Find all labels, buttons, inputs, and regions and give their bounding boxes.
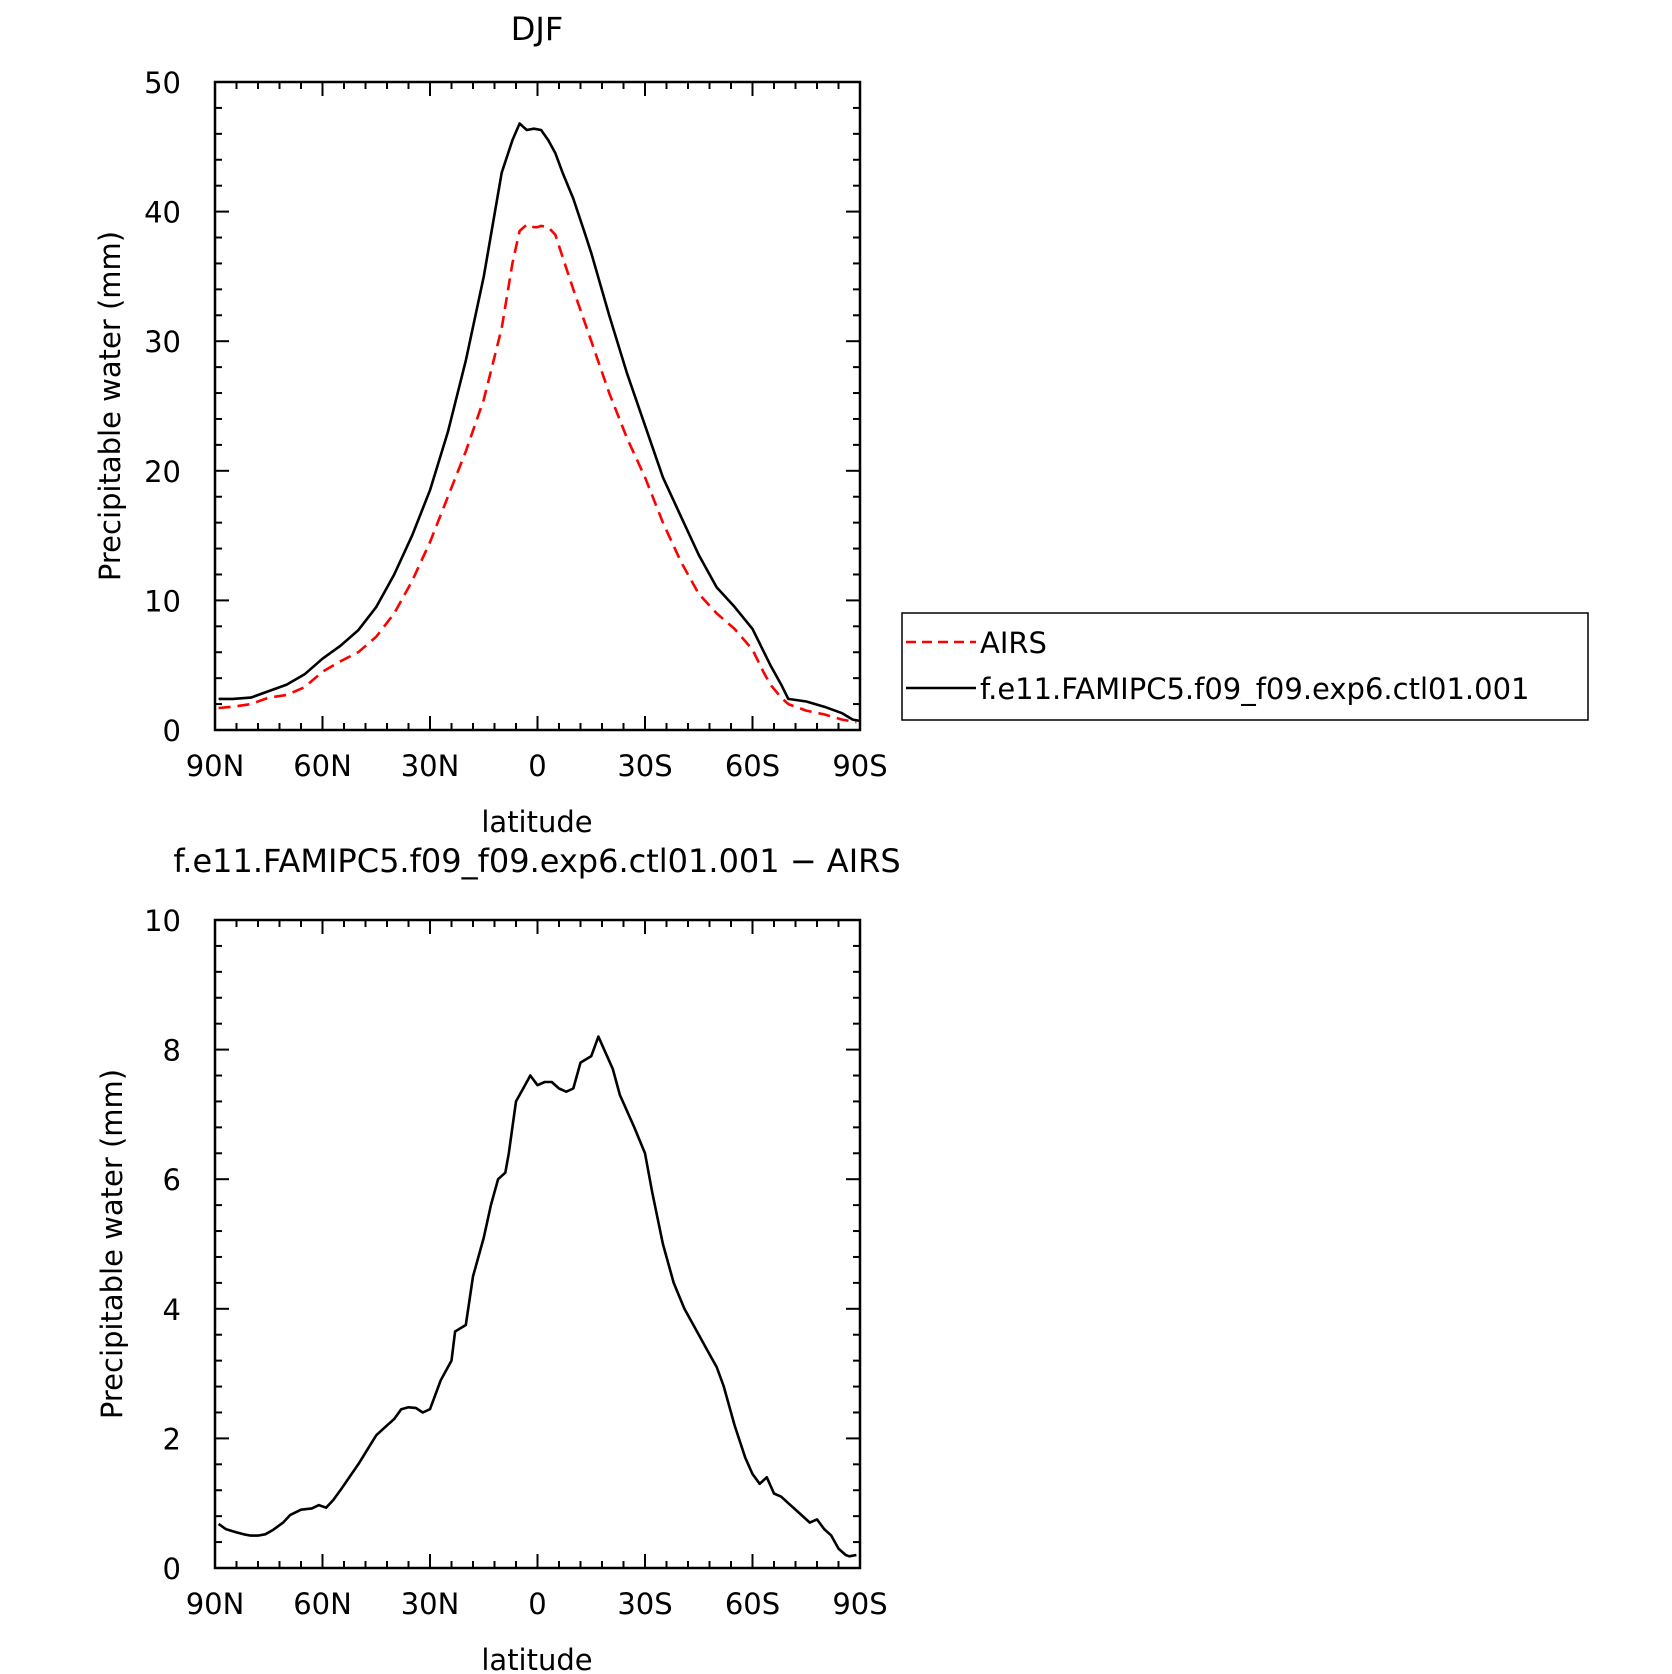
y-tick-label: 8 (163, 1034, 181, 1068)
y-tick-label: 6 (163, 1163, 181, 1197)
bottom-plot-frame (213, 918, 862, 1570)
panel-bottom: f.e11.FAMIPC5.f09_f09.exp6.ctl01.001 − A… (95, 842, 901, 1674)
legend-label-model: f.e11.FAMIPC5.f09_f09.exp6.ctl01.001 (980, 672, 1529, 706)
x-tick-label: 90S (832, 749, 887, 783)
top-plot-frame (213, 80, 862, 732)
panel-top: DJF 90N 60N 30N 0 30S 60S 90S 0 10 20 30 40 50 latit… (93, 10, 888, 839)
y-tick-label: 10 (144, 904, 181, 938)
x-tick-label: 0 (528, 749, 546, 783)
y-tick-label: 40 (144, 196, 181, 230)
y-tick-label: 0 (163, 714, 181, 748)
series-line-1 (218, 223, 857, 724)
series-line-1 (217, 1035, 857, 1558)
top-title: DJF (511, 10, 563, 48)
top-series (218, 122, 861, 724)
series-line-2 (218, 122, 861, 723)
bottom-y-axis-label: Precipitable water (mm) (95, 1069, 129, 1419)
x-tick-label: 60N (293, 1587, 352, 1621)
x-tick-label: 30S (617, 1587, 672, 1621)
y-tick-label: 10 (144, 584, 181, 618)
top-ticks: 90N 60N 30N 0 30S 60S 90S 0 10 20 30 40 50 (144, 66, 888, 783)
bottom-x-axis-label: latitude (481, 1643, 592, 1674)
x-tick-label: 30S (617, 749, 672, 783)
y-tick-label: 4 (163, 1293, 181, 1327)
x-tick-label: 90N (186, 749, 245, 783)
x-tick-label: 30N (401, 1587, 460, 1621)
bottom-title: f.e11.FAMIPC5.f09_f09.exp6.ctl01.001 − A… (173, 842, 900, 880)
y-tick-label: 50 (144, 66, 181, 100)
x-tick-label: 0 (528, 1587, 546, 1621)
y-tick-label: 0 (163, 1552, 181, 1586)
x-tick-label: 60S (725, 749, 780, 783)
legend: AIRS f.e11.FAMIPC5.f09_f09.exp6.ctl01.00… (901, 612, 1589, 721)
top-x-axis-label: latitude (481, 805, 592, 839)
bottom-series (217, 1035, 857, 1558)
bottom-ticks: 90N 60N 30N 0 30S 60S 90S 0 2 4 6 8 10 (144, 904, 888, 1621)
y-tick-label: 30 (144, 325, 181, 359)
x-tick-label: 30N (401, 749, 460, 783)
top-y-axis-label: Precipitable water (mm) (93, 231, 127, 581)
x-tick-label: 90N (186, 1587, 245, 1621)
x-tick-label: 90S (832, 1587, 887, 1621)
x-tick-label: 60N (293, 749, 352, 783)
legend-box (901, 612, 1589, 721)
y-tick-label: 2 (163, 1422, 181, 1456)
y-tick-label: 20 (144, 455, 181, 489)
x-tick-label: 60S (725, 1587, 780, 1621)
legend-label-airs: AIRS (980, 626, 1047, 660)
